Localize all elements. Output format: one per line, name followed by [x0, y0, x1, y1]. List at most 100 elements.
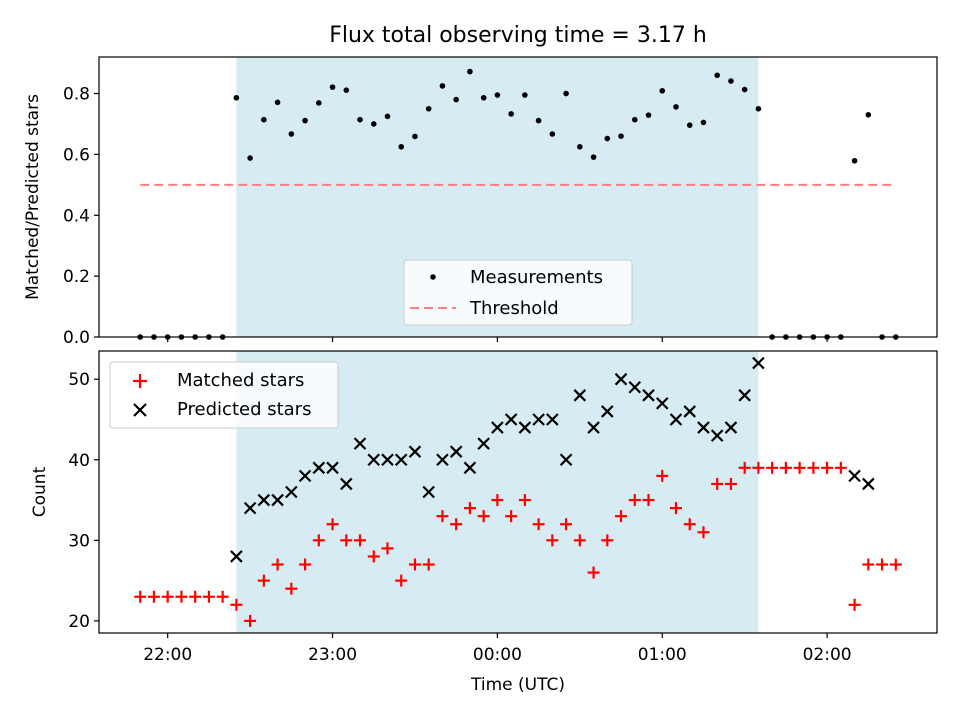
top-y-tick-label: 0.6 — [63, 145, 90, 165]
predicted-stars-point — [353, 437, 367, 450]
predicted-stars-point — [312, 461, 326, 475]
matched-stars-point — [326, 518, 339, 531]
measurement-point — [604, 135, 611, 142]
bottom-y-tick-label: 50 — [68, 370, 90, 390]
matched-stars-point — [477, 510, 490, 523]
measurement-point — [343, 87, 350, 93]
predicted-stars-point — [394, 453, 408, 467]
measurement-point — [714, 72, 720, 79]
matched-stars-point — [505, 510, 518, 523]
measurement-point — [412, 133, 418, 140]
matched-stars-point — [724, 477, 737, 490]
bottom-axes-frame — [98, 350, 938, 634]
predicted-stars-point — [271, 493, 284, 507]
matched-stars-point — [450, 518, 463, 531]
measurement-point — [865, 112, 872, 118]
measurement-point — [741, 86, 748, 93]
measurement-point — [577, 143, 583, 150]
predicted-stars-point — [449, 445, 463, 458]
predicted-stars-point — [381, 453, 394, 467]
measurement-point — [563, 90, 569, 97]
matched-stars-point — [491, 494, 504, 507]
top-y-tick-label: 0.2 — [63, 267, 90, 287]
matched-stars-point — [560, 518, 573, 531]
measurement-point — [645, 112, 652, 118]
predicted-stars-point — [243, 501, 257, 515]
matched-stars-point — [656, 469, 669, 482]
predicted-stars-point — [230, 550, 243, 563]
measurement-point — [398, 143, 405, 150]
matched-stars-point — [175, 590, 188, 603]
predicted-stars-point — [573, 389, 587, 402]
legend-predicted-stars-marker — [133, 403, 147, 417]
measurement-point — [370, 121, 377, 127]
legend-threshold-label: Threshold — [469, 298, 559, 319]
bottom-legend: Matched stars Predicted stars — [109, 361, 339, 429]
bottom-legend-box — [109, 361, 339, 429]
matched-stars-point — [697, 526, 710, 539]
measurement-point — [247, 155, 253, 161]
predicted-stars-point — [614, 372, 628, 386]
matched-stars-point — [669, 502, 682, 515]
measurement-point — [508, 111, 514, 117]
predicted-stars-point — [436, 453, 449, 467]
measurement-point — [302, 117, 308, 124]
matched-stars-point — [354, 534, 367, 547]
predicted-stars-point — [285, 485, 298, 499]
predicted-stars-point — [518, 421, 532, 434]
measurement-point — [631, 116, 638, 123]
matched-stars-point — [189, 590, 202, 603]
matched-stars-point — [834, 461, 847, 474]
measurement-point — [357, 116, 363, 123]
measurement-point — [851, 157, 858, 164]
predicted-stars-point — [669, 413, 683, 426]
legend-measurements-label: Measurements — [470, 267, 603, 288]
matched-stars-point — [230, 598, 243, 611]
matched-stars-point — [546, 534, 559, 547]
measurement-point — [439, 83, 446, 89]
measurement-point — [261, 116, 267, 123]
matched-stars-point — [202, 590, 215, 603]
matched-stars-point — [367, 550, 380, 563]
measurement-point — [590, 154, 597, 160]
x-tick-label: 22:00 — [143, 645, 192, 665]
x-tick-label: 00:00 — [473, 645, 522, 665]
predicted-stars-point — [367, 453, 381, 467]
measurement-point — [467, 68, 473, 75]
matched-stars-point — [821, 461, 834, 474]
matched-stars-point — [257, 574, 270, 587]
measurement-point — [480, 94, 487, 101]
matched-stars-point — [587, 566, 600, 579]
measurement-point — [700, 119, 707, 126]
measurement-point — [755, 105, 762, 112]
measurement-point — [535, 117, 542, 124]
matched-stars-point — [628, 494, 641, 507]
predicted-stars-point — [862, 477, 875, 491]
measurement-point — [233, 94, 240, 101]
predicted-stars-point — [326, 461, 339, 475]
top-y-axis-label: Matched/Predicted stars — [23, 94, 43, 300]
x-tick-label: 01:00 — [638, 645, 687, 665]
measurement-point — [659, 87, 666, 94]
measurement-point — [494, 92, 501, 98]
matched-stars-point — [134, 590, 147, 603]
measurement-point — [425, 105, 432, 112]
predicted-stars-point — [422, 485, 435, 499]
matched-stars-point — [463, 502, 476, 515]
measurement-point — [329, 84, 336, 90]
x-axis-label: Time (UTC) — [470, 675, 565, 695]
top-y-tick-label: 0.8 — [63, 85, 90, 105]
measurement-point — [673, 104, 679, 110]
bottom-y-tick-label: 20 — [68, 612, 90, 632]
top-y-tick-label: 0.0 — [63, 328, 90, 348]
top-y-tick-label: 0.4 — [63, 206, 90, 226]
top-axes-frame — [98, 56, 938, 338]
chart-title: Flux total observing time = 3.17 h — [329, 23, 707, 48]
matched-stars-point — [889, 558, 902, 571]
measurement-point — [288, 131, 295, 137]
measurement-point — [453, 96, 459, 103]
matched-stars-point — [395, 574, 408, 587]
measurement-point — [274, 99, 281, 106]
matched-stars-point — [312, 534, 325, 547]
